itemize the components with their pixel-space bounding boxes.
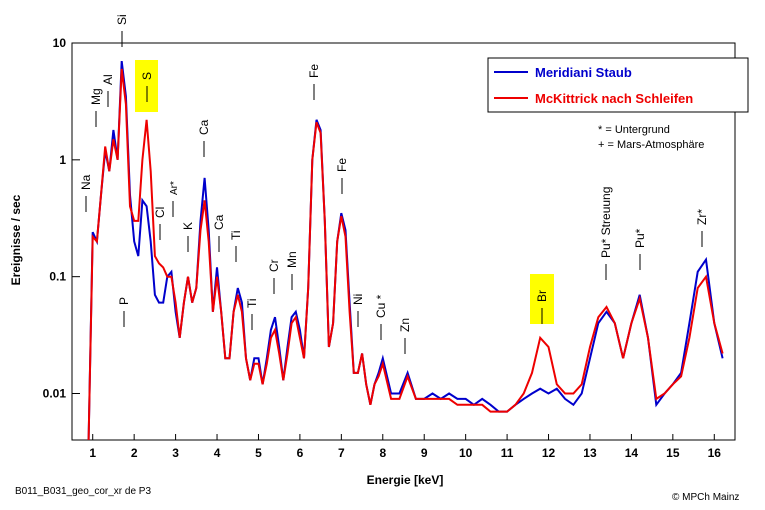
- footer: B011_B031_geo_cor_xr de P3: [15, 486, 151, 497]
- element-label: Br: [535, 290, 549, 302]
- element-label: Ni: [351, 294, 365, 305]
- element-label: Ca: [212, 214, 226, 230]
- element-label: Zn: [398, 318, 412, 332]
- legend-label: Meridiani Staub: [535, 65, 632, 80]
- note: * = Untergrund: [598, 124, 670, 136]
- element-label: Na: [79, 174, 93, 190]
- element-label: Si: [115, 14, 129, 25]
- legend: [487, 57, 749, 113]
- element-label: P: [117, 297, 131, 305]
- element-label: Fe: [307, 64, 321, 78]
- element-label: Mg: [89, 88, 103, 105]
- x-tick-label: 10: [459, 446, 473, 460]
- x-tick-label: 13: [583, 446, 597, 460]
- x-tick-label: 14: [625, 446, 639, 460]
- element-label: Pu* Streuung: [599, 187, 613, 258]
- x-tick-label: 6: [297, 446, 304, 460]
- element-label: Pu*: [633, 228, 647, 248]
- element-label: K: [181, 222, 195, 230]
- element-label: S: [140, 72, 154, 80]
- x-tick-label: 4: [214, 446, 221, 460]
- element-label: Ti: [229, 230, 243, 240]
- x-tick-label: 12: [542, 446, 556, 460]
- y-label: Ereignisse / sec: [9, 194, 23, 285]
- element-label: Fe: [335, 158, 349, 172]
- y-tick-label: 10: [53, 36, 67, 50]
- element-label: Ar*: [169, 181, 180, 195]
- element-label: Cu *: [374, 294, 388, 318]
- footer: © MPCh Mainz: [672, 492, 739, 503]
- element-label: Ca: [197, 119, 211, 135]
- x-tick-label: 9: [421, 446, 428, 460]
- element-label: Mn: [285, 251, 299, 268]
- y-tick-label: 0.1: [49, 270, 66, 284]
- element-label: Al: [101, 74, 115, 85]
- x-tick-label: 1: [89, 446, 96, 460]
- element-label: Cl: [153, 207, 167, 218]
- x-tick-label: 11: [501, 446, 514, 460]
- x-tick-label: 16: [708, 446, 722, 460]
- series-line: [87, 68, 724, 441]
- plot-frame: [71, 42, 736, 441]
- y-tick-label: 1: [59, 153, 66, 167]
- element-label: Cr: [267, 259, 281, 272]
- element-label: Ti: [245, 298, 259, 308]
- note: + = Mars-Atmosphäre: [598, 139, 704, 151]
- x-tick-label: 5: [255, 446, 262, 460]
- x-tick-label: 2: [131, 446, 138, 460]
- y-tick-label: 0.01: [43, 387, 67, 401]
- x-tick-label: 8: [379, 446, 386, 460]
- x-tick-label: 15: [666, 446, 680, 460]
- x-tick-label: 3: [172, 446, 179, 460]
- legend-label: McKittrick nach Schleifen: [535, 91, 693, 106]
- x-tick-label: 7: [338, 446, 345, 460]
- x-label: Energie [keV]: [367, 473, 444, 487]
- series-line: [87, 60, 724, 441]
- element-label: Zr*: [695, 209, 709, 225]
